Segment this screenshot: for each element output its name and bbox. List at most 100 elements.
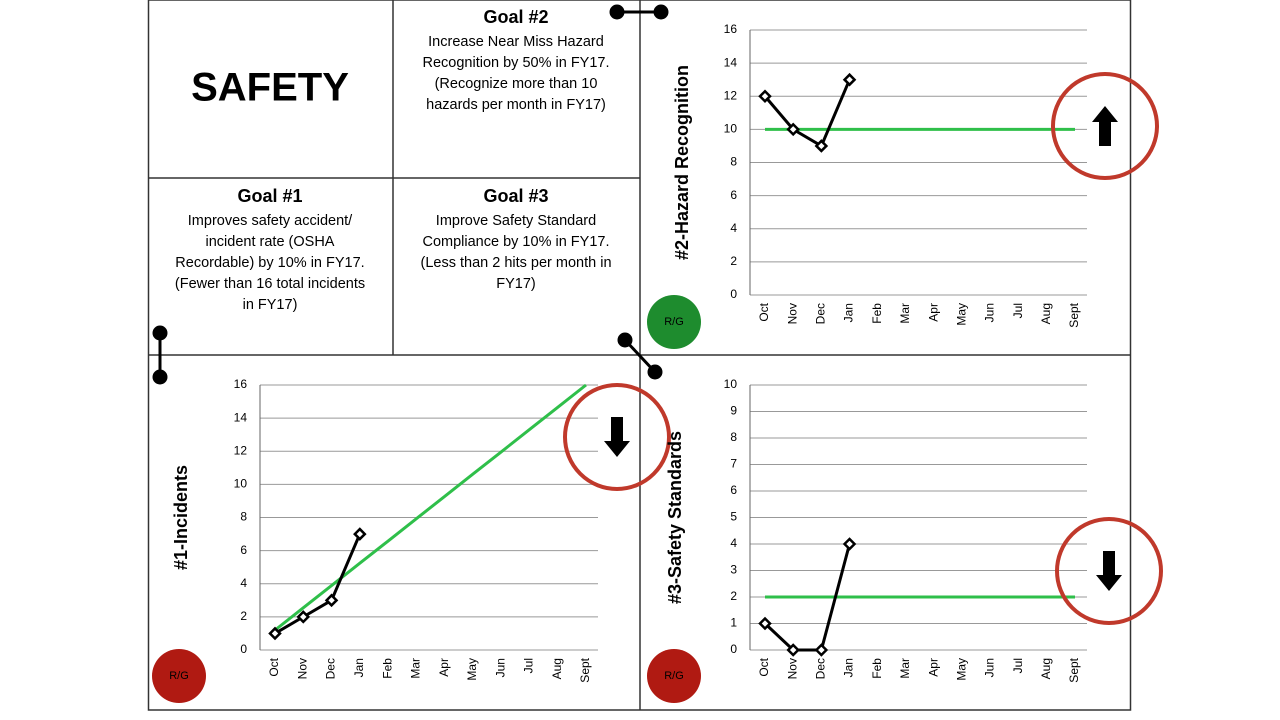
- y-tick-label: 0: [240, 642, 247, 656]
- x-tick-label: Dec: [324, 658, 338, 679]
- y-tick-label: 14: [234, 410, 248, 424]
- x-tick-label: Feb: [870, 303, 884, 324]
- trend-ring: [563, 383, 671, 491]
- x-tick-label: Aug: [1039, 658, 1053, 679]
- trend-arrow: [1096, 551, 1122, 591]
- y-tick-label: 10: [724, 377, 738, 391]
- section-title: SAFETY: [191, 66, 349, 110]
- goal-title: Goal #3: [483, 186, 548, 206]
- goal-text: (Less than 2 hits per month in: [420, 255, 611, 271]
- goal-text: in FY17): [243, 297, 298, 313]
- x-tick-label: Sept: [1067, 657, 1081, 682]
- status-indicator: [647, 649, 701, 703]
- trend-ring: [1051, 72, 1159, 180]
- data-point: [842, 72, 857, 87]
- goal-title: Goal #1: [237, 186, 302, 206]
- data-point: [758, 616, 772, 631]
- y-tick-label: 8: [730, 430, 737, 444]
- y-tick-label: 6: [730, 188, 737, 202]
- y-tick-label: 2: [730, 254, 737, 268]
- y-tick-label: 4: [730, 221, 737, 235]
- data-point: [324, 593, 339, 608]
- series-line: [274, 383, 587, 632]
- goal-text: FY17): [496, 276, 536, 292]
- x-tick-label: Jul: [1011, 303, 1025, 318]
- y-tick-label: 10: [724, 122, 738, 136]
- y-tick-label: 0: [730, 642, 737, 656]
- x-tick-label: Mar: [898, 658, 912, 679]
- x-tick-label: May: [954, 658, 968, 681]
- status-indicator: [152, 649, 206, 703]
- y-tick-label: 7: [730, 457, 737, 471]
- x-tick-label: Jan: [842, 303, 856, 322]
- x-tick-label: Oct: [757, 302, 771, 321]
- goal-text: Recordable) by 10% in FY17.: [175, 255, 364, 271]
- x-tick-label: Jun: [983, 658, 997, 677]
- y-tick-label: 10: [234, 477, 248, 491]
- y-tick-label: 4: [240, 576, 247, 590]
- x-tick-label: Aug: [550, 658, 564, 679]
- series-line: [763, 79, 851, 149]
- x-tick-label: Feb: [380, 658, 394, 679]
- data-point: [814, 139, 829, 153]
- data-point: [842, 537, 857, 551]
- y-tick-label: 5: [730, 510, 737, 524]
- goal-text: incident rate (OSHA: [206, 234, 335, 250]
- y-tick-label: 16: [724, 22, 738, 36]
- goal-text: hazards per month in FY17): [426, 97, 606, 113]
- y-tick-label: 12: [234, 443, 248, 457]
- x-tick-label: Sept: [1067, 302, 1081, 327]
- x-tick-label: Dec: [814, 658, 828, 679]
- data-point: [353, 527, 367, 541]
- x-tick-label: Jul: [1011, 658, 1025, 673]
- data-point: [296, 610, 311, 624]
- data-point: [814, 643, 829, 657]
- goal-text: Improve Safety Standard: [436, 213, 596, 229]
- x-tick-label: Nov: [785, 303, 799, 324]
- y-tick-label: 2: [730, 589, 737, 603]
- x-tick-label: Apr: [926, 303, 940, 322]
- y-tick-label: 14: [724, 55, 738, 69]
- goal-title: Goal #2: [483, 7, 548, 27]
- x-tick-label: Nov: [295, 658, 309, 679]
- x-tick-label: Jan: [842, 658, 856, 677]
- series-line: [274, 533, 362, 635]
- connector: [152, 4, 669, 385]
- y-tick-label: 1: [730, 616, 737, 630]
- trend-arrow: [1092, 106, 1118, 146]
- y-tick-label: 9: [730, 404, 737, 418]
- y-tick-label: 2: [240, 609, 247, 623]
- y-tick-label: 12: [724, 88, 738, 102]
- data-point: [758, 89, 772, 104]
- data-point: [786, 643, 800, 657]
- x-tick-label: Oct: [757, 657, 771, 676]
- x-tick-label: Nov: [785, 658, 799, 679]
- x-tick-label: Jan: [352, 658, 366, 677]
- goal-text: (Fewer than 16 total incidents: [175, 276, 365, 292]
- goal-text: Compliance by 10% in FY17.: [423, 234, 610, 250]
- x-tick-label: Jul: [522, 658, 536, 673]
- x-tick-label: Jun: [493, 658, 507, 677]
- x-tick-label: Jun: [983, 303, 997, 322]
- y-tick-label: 8: [240, 510, 247, 524]
- y-tick-label: 0: [730, 287, 737, 301]
- x-tick-label: Sept: [578, 657, 592, 682]
- x-tick-label: May: [465, 658, 479, 681]
- x-tick-label: Feb: [870, 658, 884, 679]
- y-axis-label: #1-Incidents: [171, 465, 191, 570]
- series-line: [763, 543, 851, 652]
- x-tick-label: Mar: [409, 658, 423, 679]
- goal-text: (Recognize more than 10: [435, 76, 598, 92]
- trend-ring: [1055, 517, 1163, 625]
- status-label: R/G: [664, 316, 684, 328]
- x-tick-label: Apr: [926, 658, 940, 677]
- y-tick-label: 3: [730, 563, 737, 577]
- x-tick-label: Aug: [1039, 303, 1053, 324]
- x-tick-label: Mar: [898, 303, 912, 324]
- trend-arrow: [604, 417, 630, 457]
- y-tick-label: 6: [730, 483, 737, 497]
- status-label: R/G: [664, 670, 684, 682]
- x-tick-label: Oct: [267, 657, 281, 676]
- y-axis-label: #2-Hazard Recognition: [672, 65, 692, 260]
